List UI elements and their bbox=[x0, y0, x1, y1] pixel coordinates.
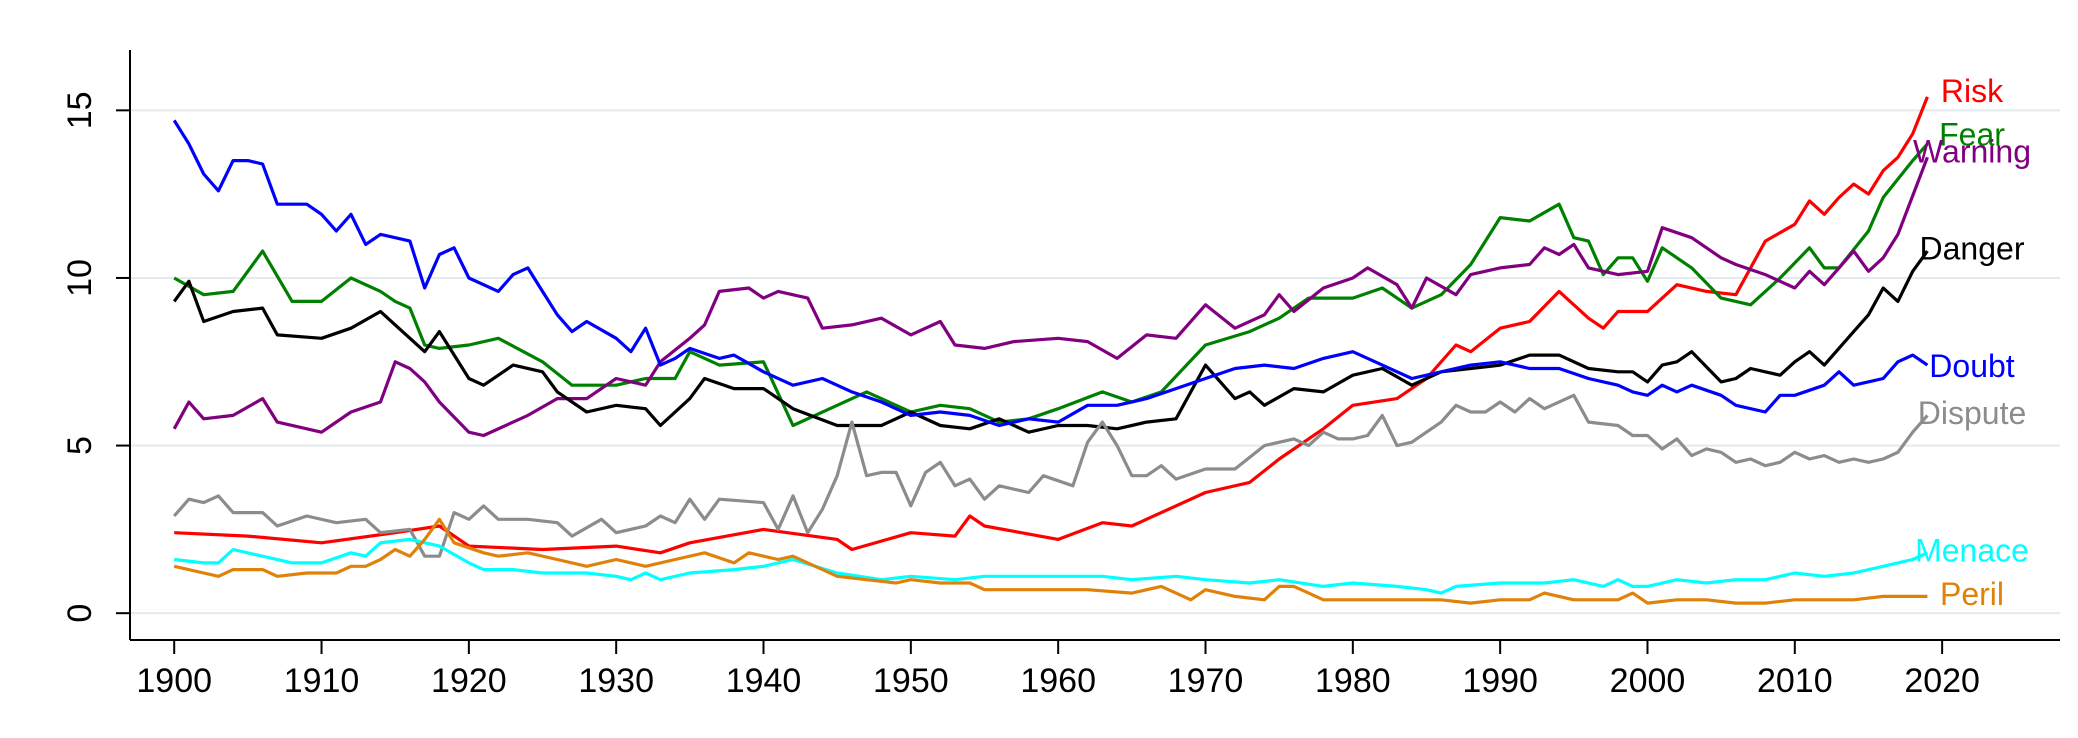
y-tick-label-10: 10 bbox=[61, 259, 99, 297]
x-tick-label-1990: 1990 bbox=[1462, 662, 1538, 700]
x-tick-label-2000: 2000 bbox=[1610, 662, 1686, 700]
series-label-risk: Risk bbox=[1941, 73, 2004, 109]
x-tick-label-1960: 1960 bbox=[1020, 662, 1096, 700]
x-tick-label-1930: 1930 bbox=[578, 662, 654, 700]
axes: 0 5 10 15 1900 1910 1920 1930 1940 1950 1960 1970 19… bbox=[61, 50, 2060, 700]
series-label-doubt: Doubt bbox=[1929, 348, 2015, 384]
y-tick-label-0: 0 bbox=[61, 604, 99, 623]
x-tick-label-1940: 1940 bbox=[726, 662, 802, 700]
x-tick-label-1920: 1920 bbox=[431, 662, 507, 700]
x-tick-label-2010: 2010 bbox=[1757, 662, 1833, 700]
x-tick-label-2020: 2020 bbox=[1904, 662, 1980, 700]
series-line-warning bbox=[172, 156, 1929, 438]
series-label-dispute: Dispute bbox=[1918, 395, 2027, 431]
series-line-fear bbox=[173, 142, 1929, 428]
series-label-fear: Fear bbox=[1939, 117, 2005, 153]
y-tick-label-15: 15 bbox=[61, 91, 99, 129]
gridlines bbox=[130, 109, 2060, 615]
series-lines bbox=[172, 96, 1929, 605]
x-tick-label-1950: 1950 bbox=[873, 662, 949, 700]
series-line-dispute bbox=[172, 393, 1929, 558]
series-line-risk bbox=[174, 96, 1929, 555]
x-tick-label-1910: 1910 bbox=[284, 662, 360, 700]
series-line-danger bbox=[172, 250, 1929, 434]
x-tick-label-1980: 1980 bbox=[1315, 662, 1391, 700]
series-line-menace bbox=[174, 537, 1929, 595]
series-label-menace: Menace bbox=[1915, 532, 2029, 568]
series-line-peril bbox=[173, 517, 1928, 605]
x-tick-label-1900: 1900 bbox=[136, 662, 212, 700]
x-tick-label-1970: 1970 bbox=[1168, 662, 1244, 700]
series-line-doubt bbox=[172, 119, 1929, 428]
series-label-danger: Danger bbox=[1920, 231, 2025, 267]
series-label-warning: Warning bbox=[1913, 133, 2031, 169]
series-label-peril: Peril bbox=[1940, 576, 2004, 612]
y-tick-label-5: 5 bbox=[61, 436, 99, 455]
